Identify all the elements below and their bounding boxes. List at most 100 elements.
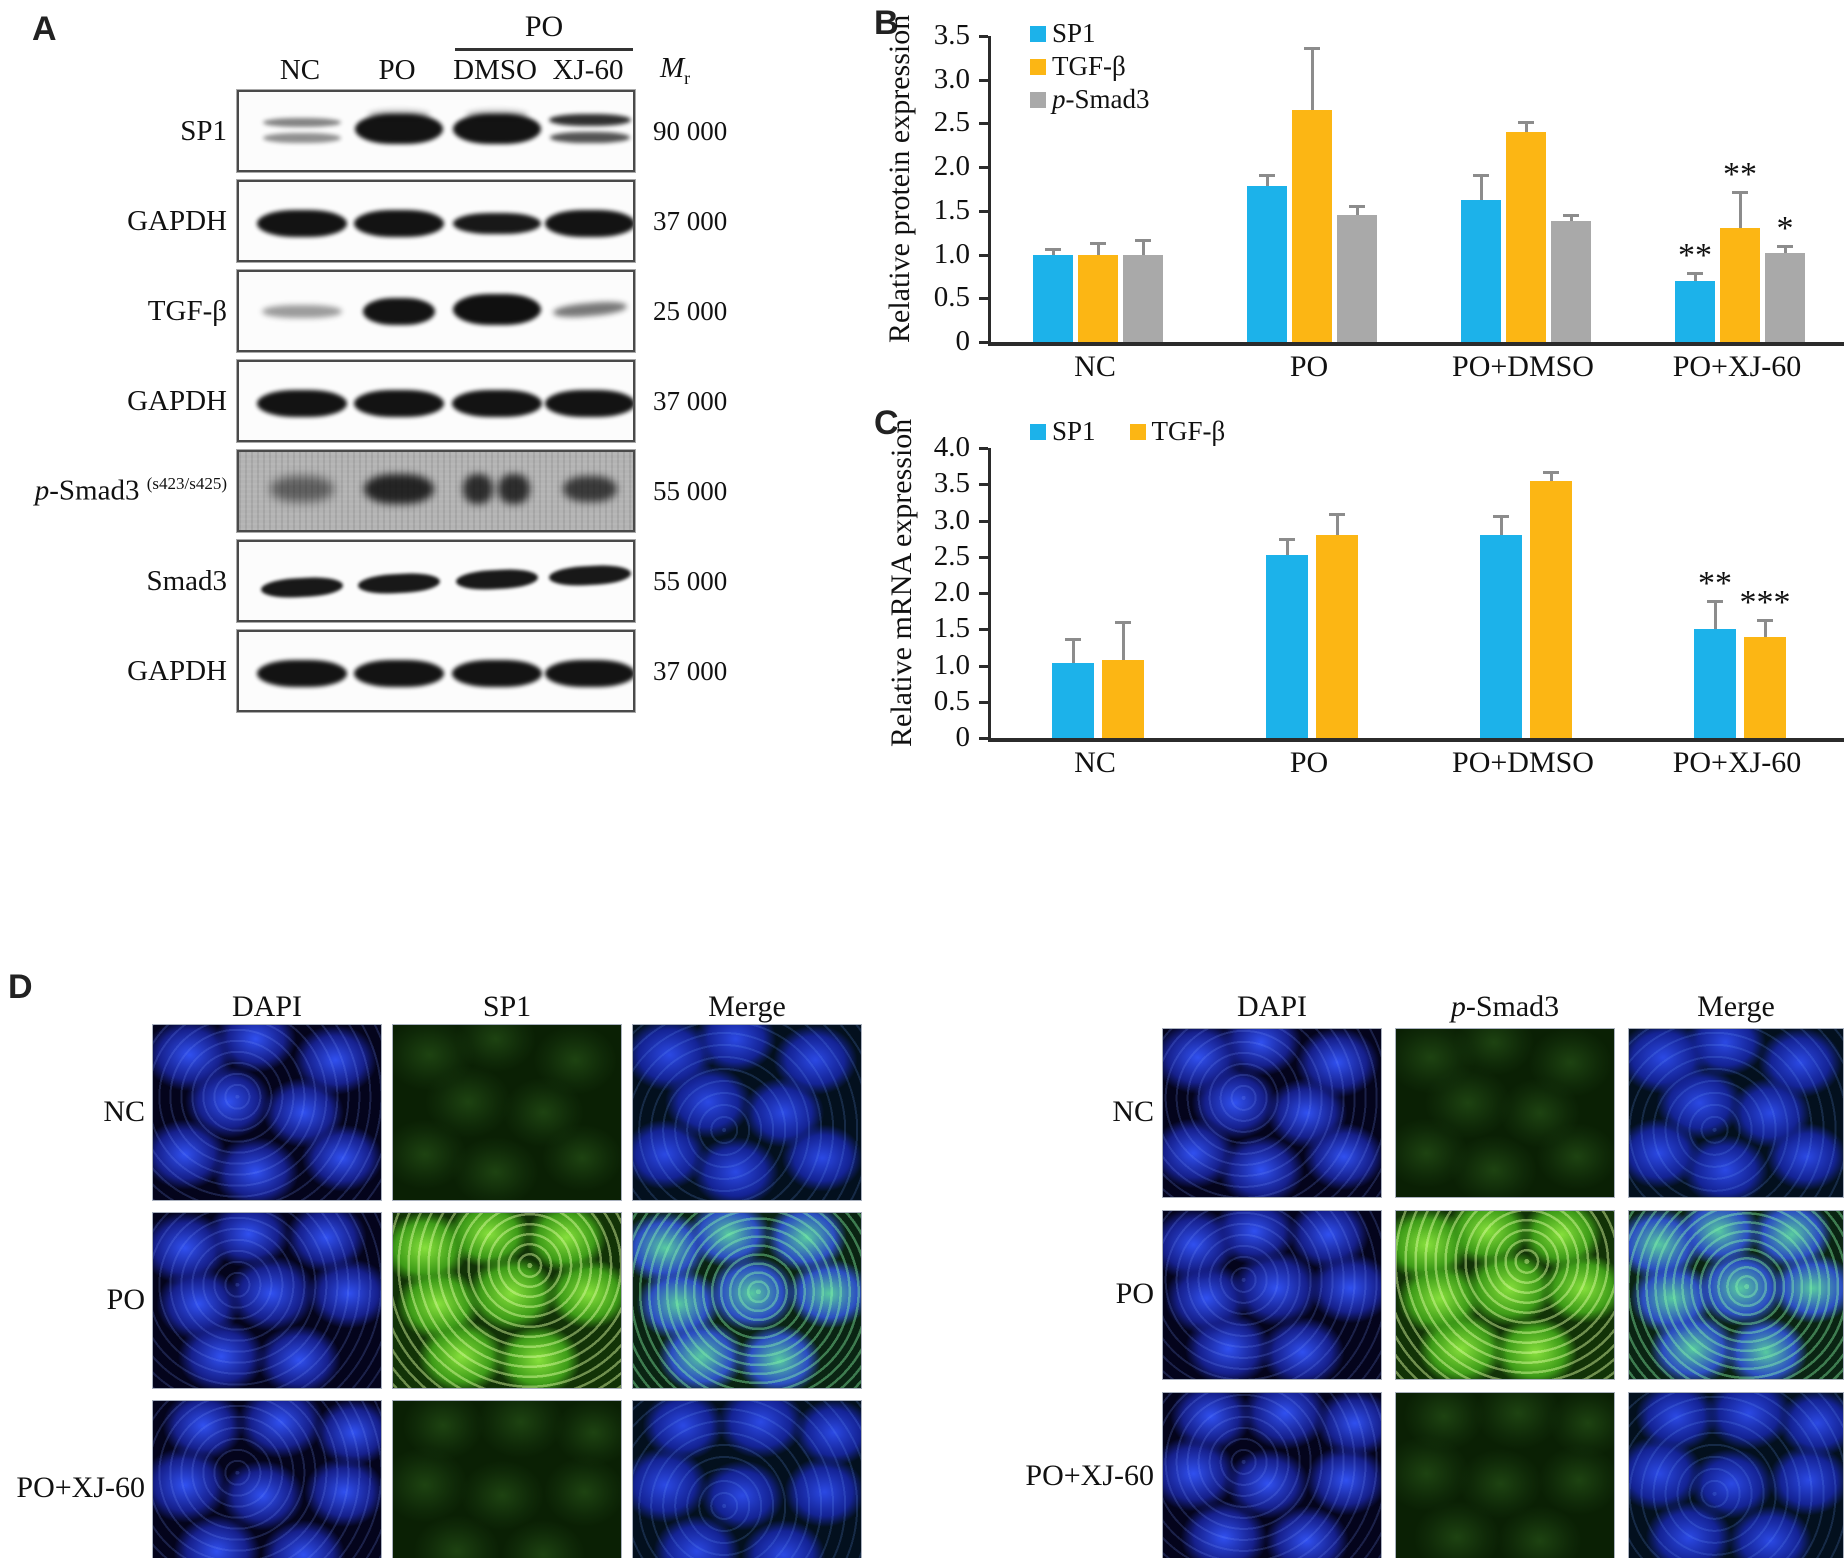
legend-swatch [1129,423,1146,440]
bar-sp1-po+xj-60 [1675,280,1715,342]
error-bar-cap [1732,191,1748,195]
molecular-weight-value: 55 000 [653,565,728,596]
error-bar-cap [1115,620,1131,624]
blot-row-label: Smad3 [146,564,227,597]
y-tick-mark [979,253,988,257]
x-tick-label-po: PO [1289,746,1329,779]
y-tick-label: 2.5 [933,539,970,572]
micro-row-label-left-po: PO [106,1282,145,1316]
error-bar-cap [1304,47,1320,51]
y-tick-mark [979,78,988,82]
bar-p-smad3-po [1337,215,1377,342]
y-tick-mark [979,122,988,126]
bar-sp1-po [1247,186,1287,342]
bar-slot [1123,36,1163,342]
micro-col-header-left-1: DAPI [231,990,302,1023]
bar-group-nc [1033,36,1163,342]
blot-band [453,114,541,144]
bar-tgf-β-po [1316,535,1358,738]
blot-band [257,209,347,237]
blot-band [452,659,542,687]
bar-sp1-nc [1052,663,1094,738]
blot-row-label: TGF-β [147,294,227,327]
blot-row-label: GAPDH [127,384,227,417]
blot-row-label: GAPDH [127,654,227,687]
chart-legend: SP1 TGF-β p-Smad3 [1030,18,1150,115]
error-bar-cap [1045,248,1061,252]
panel-b-letter: B [874,4,899,42]
x-tick-label-po: PO [1289,350,1329,383]
micro-row-label-right-nc: NC [1112,1095,1154,1128]
legend-item-sp1: SP1 [1030,416,1096,447]
bar-slot [1292,36,1332,342]
bar-slot: *** [1740,448,1791,738]
bar-tgf-β-nc [1102,660,1144,738]
blot-row-gapdh: GAPDH 37 000 [28,179,858,263]
po-group-header: PO [524,10,564,43]
bar-sp1-nc [1033,254,1073,342]
micro-image-right-po-p-smad3 [1395,1210,1615,1380]
blot-band [548,563,632,587]
legend-item-tgf-β: TGF-β [1129,416,1225,447]
legend-swatch [1030,91,1046,108]
y-tick-mark [979,297,988,301]
micro-image-left-nc-sp1 [392,1024,622,1201]
blot-band [453,212,541,234]
micro-image-right-po+xj-60-dapi [1162,1392,1382,1558]
micro-image-right-po+xj-60-merge [1628,1392,1844,1558]
bar-groups: ***** [991,36,1844,342]
bar-sp1-po+xj-60 [1694,629,1736,738]
blot-band [452,389,542,417]
micro-col-header-right-2: p-Smad3 [1450,990,1560,1023]
blot-band [455,567,539,591]
y-axis-ticks: 0 0.5 1.0 1.5 2.0 2.5 3.0 3.5 [868,19,988,357]
panel-a-western-blots: A PO NC PO DMSO XJ-60 Mr SP1 90 000 GAPDH 37 0… [28,8,858,768]
blot-strip [236,269,636,353]
bar-p-smad3-nc [1123,254,1163,342]
error-bar [1285,540,1289,555]
bar-slot [1033,36,1073,342]
blot-row-label: p-Smad3 (s423/s425) [34,474,227,507]
blot-band [357,571,441,595]
micro-image-right-po+xj-60-p-smad3 [1395,1392,1615,1558]
micro-row-label-left-nc: NC [103,1094,145,1128]
error-bar-cap [1065,638,1081,642]
y-axis-ticks: 0 0.5 1.0 1.5 2.0 2.5 3.0 3.5 4.0 [868,431,988,753]
micro-col-header-right-1: DAPI [1236,990,1307,1023]
molecular-weight-header: Mr [660,52,690,89]
plot-area: ***** [988,448,1844,742]
y-tick-label: 3.0 [933,503,970,536]
error-bar [1524,123,1528,133]
bar-sp1-po+dmso [1480,535,1522,738]
legend-label: SP1 [1052,416,1096,446]
micro-image-right-nc-dapi [1162,1028,1382,1198]
blot-band [263,133,341,143]
blot-band [453,293,541,325]
y-tick-label: 2.0 [933,576,970,608]
blot-band [552,299,628,319]
bar-group-po+dmso [1461,36,1591,342]
bar-slot: ** [1694,448,1736,738]
y-tick-label: 3.5 [933,467,970,500]
micro-image-left-po-sp1 [392,1212,622,1389]
blot-strip [236,89,636,173]
x-tick-label-po+dmso: PO+DMSO [1452,746,1594,779]
micro-row-label-left-po+xj-60: PO+XJ-60 [16,1470,145,1504]
blot-band [549,114,631,126]
y-tick-mark [979,447,988,450]
y-tick-mark [979,166,988,170]
micro-row-label-right-po: PO [1115,1277,1154,1310]
legend-item-p-smad3: p-Smad3 [1030,84,1150,115]
error-bar-cap [1777,244,1793,248]
bar-tgf-β-po+xj-60 [1744,636,1786,738]
error-bar [1738,193,1742,229]
y-tick-label: 3.5 [933,19,970,51]
blot-band [563,476,617,502]
blot-strip [236,539,636,623]
micro-image-right-nc-p-smad3 [1395,1028,1615,1198]
error-bar [1335,514,1339,535]
bar-tgf-β-nc [1078,254,1118,342]
micro-col-header-left-2: SP1 [482,990,532,1023]
error-bar [1499,516,1503,535]
molecular-weight-value: 37 000 [653,205,728,236]
